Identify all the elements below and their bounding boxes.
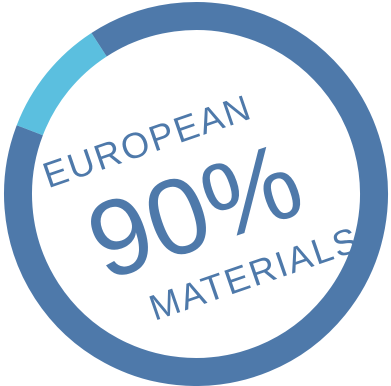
badge-inner-disk [32, 30, 360, 358]
progress-ring-filled [4, 2, 388, 386]
progress-ring-remainder [16, 32, 107, 136]
